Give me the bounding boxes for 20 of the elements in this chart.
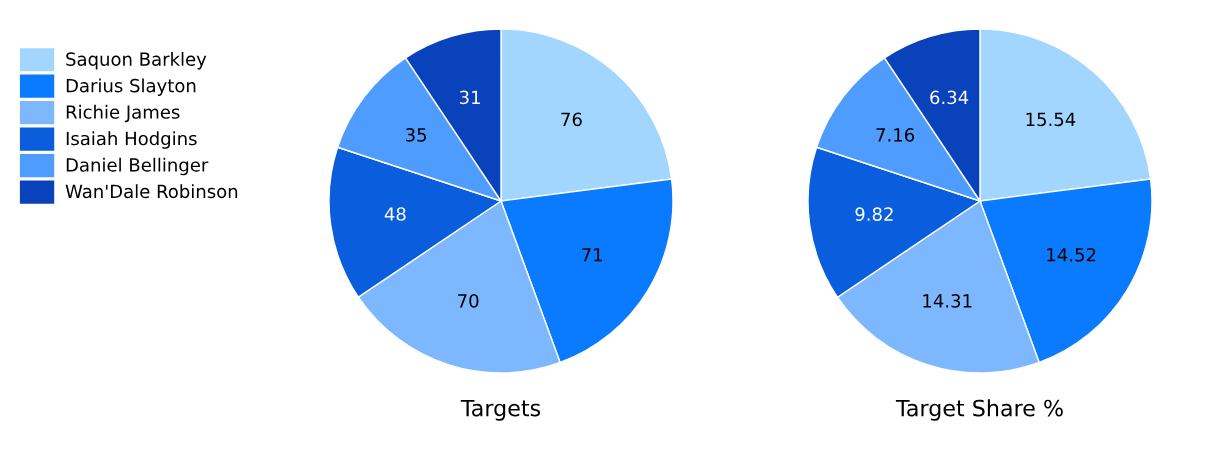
data-label: 14.31 [923, 294, 972, 308]
data-label: 35 [406, 128, 427, 142]
data-label: 14.52 [1047, 247, 1096, 262]
data-label: 76 [561, 112, 582, 127]
legend-label: Isaiah Hodgins [66, 131, 197, 149]
legend-label: Richie James [66, 104, 180, 123]
legend-label: Wan'Dale Robinson [65, 184, 238, 199]
data-label: 31 [459, 90, 480, 105]
legend-label: Saquon Barkley [66, 51, 207, 70]
data-label: 6.34 [930, 90, 969, 105]
data-label: 15.54 [1026, 112, 1076, 127]
data-label: 71 [582, 248, 602, 262]
legend-label: Daniel Bellinger [66, 157, 209, 176]
data-label: 70 [458, 294, 479, 308]
legend-label: Darius Slayton [66, 78, 196, 96]
text: Target Share % [895, 399, 1063, 421]
data-label: 9.82 [855, 207, 893, 221]
data-label: 7.16 [876, 128, 915, 142]
data-label: 48 [384, 207, 406, 221]
text: Targets [460, 399, 541, 421]
